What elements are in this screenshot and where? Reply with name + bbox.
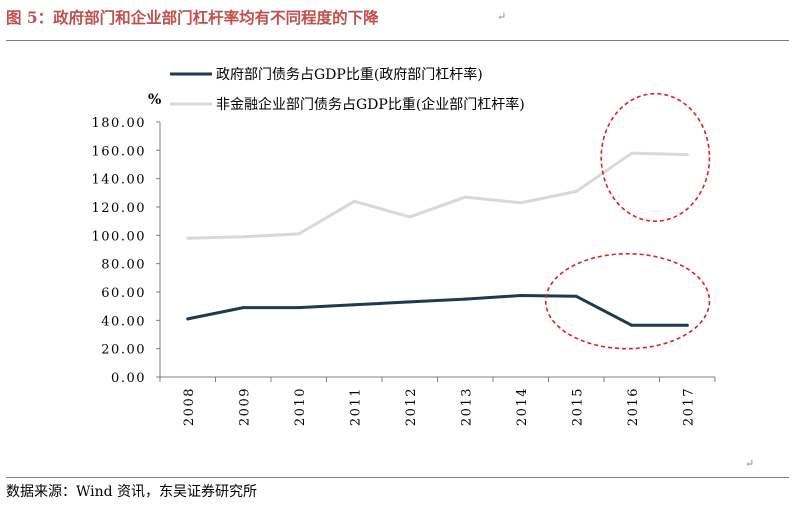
paragraph-mark-icon: ↵: [745, 457, 755, 470]
chart-legend: 政府部门债务占GDP比重(政府部门杠杆率) 非金融企业部门债务占GDP比重(企业部…: [170, 66, 525, 113]
legend-label-government: 政府部门债务占GDP比重(政府部门杠杆率): [216, 66, 483, 83]
data-point-corporate: [352, 199, 356, 203]
x-tick-label: 2014: [515, 387, 530, 426]
source-note: 数据来源：Wind 资讯，东吴证券研究所: [6, 484, 258, 500]
x-tick-label: 2017: [681, 387, 696, 426]
highlight-annotations: [544, 92, 711, 350]
x-tick-label: 2008: [182, 387, 197, 426]
highlight-ellipse-corporate: [600, 92, 711, 222]
data-point-government: [297, 306, 301, 310]
source-divider: [6, 477, 789, 478]
y-tick-label: 60.00: [101, 286, 146, 301]
data-point-government: [519, 294, 523, 298]
x-tick-label: 2013: [459, 387, 474, 426]
series-line-government: [186, 294, 689, 327]
data-point-government: [241, 306, 245, 310]
data-point-government: [408, 300, 412, 304]
y-tick-label: 140.00: [92, 173, 147, 188]
data-point-government: [630, 323, 634, 327]
y-tick-label: 80.00: [101, 258, 146, 273]
data-point-corporate: [574, 189, 578, 193]
data-point-corporate: [241, 235, 245, 239]
chart-series: [186, 151, 689, 327]
data-point-government: [352, 303, 356, 307]
highlight-ellipse-government: [544, 252, 711, 350]
y-tick-label: 180.00: [92, 116, 147, 131]
line-chart: 政府部门债务占GDP比重(政府部门杠杆率) 非金融企业部门债务占GDP比重(企业部…: [92, 66, 716, 426]
x-tick-label: 2016: [626, 387, 641, 426]
x-tick-label: 2015: [570, 387, 585, 426]
y-tick-label: 40.00: [101, 314, 146, 329]
data-point-corporate: [630, 151, 634, 155]
figure-title: 图 5：政府部门和企业部门杠杆率均有不同程度的下降: [6, 8, 379, 27]
data-point-corporate: [297, 232, 301, 236]
x-tick-label: 2012: [404, 387, 419, 426]
data-point-government: [463, 297, 467, 301]
y-tick-label: 0.00: [111, 371, 146, 386]
title-divider: [6, 40, 789, 41]
data-point-corporate: [463, 195, 467, 199]
y-tick-label: 120.00: [92, 201, 147, 216]
x-tick-label: 2011: [348, 387, 363, 426]
y-tick-label: 20.00: [101, 343, 146, 358]
data-point-corporate: [408, 215, 412, 219]
y-axis-label: %: [148, 92, 161, 108]
data-point-corporate: [186, 236, 190, 240]
x-tick-label: 2009: [237, 387, 252, 426]
series-line-corporate: [186, 151, 689, 240]
x-tick-label: 2010: [293, 387, 308, 426]
legend-label-corporate: 非金融企业部门债务占GDP比重(企业部门杠杆率): [216, 96, 525, 113]
data-point-government: [685, 323, 689, 327]
data-point-government: [186, 317, 190, 321]
data-point-corporate: [685, 153, 689, 157]
paragraph-mark-icon: ↵: [497, 10, 507, 23]
data-point-government: [574, 294, 578, 298]
y-tick-label: 100.00: [92, 229, 147, 244]
y-tick-label: 160.00: [92, 144, 147, 159]
chart-axes: 0.00 20.00 40.00 60.00 80.00 100.00 120.00 140.…: [92, 116, 716, 426]
data-point-corporate: [519, 201, 523, 205]
